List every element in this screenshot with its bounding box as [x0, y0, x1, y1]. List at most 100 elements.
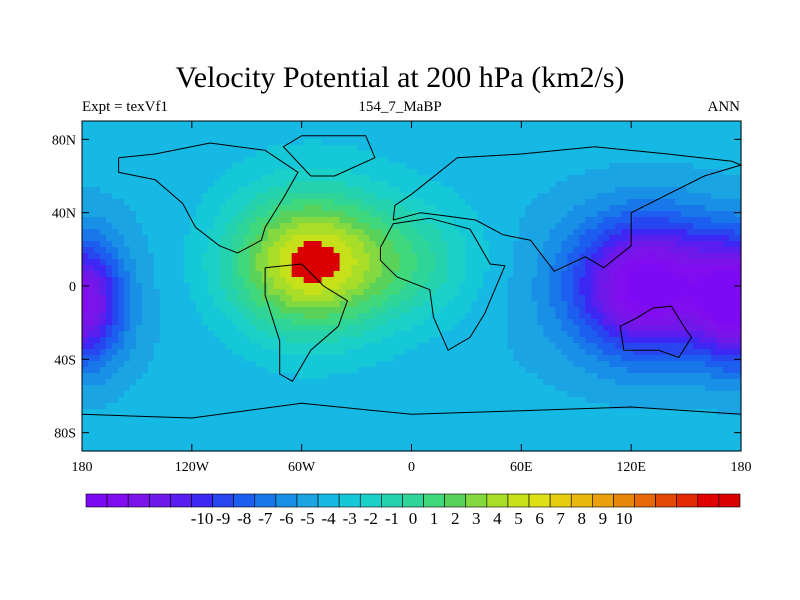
field-cell	[705, 289, 712, 296]
field-cell	[573, 271, 580, 278]
field-cell	[231, 133, 239, 140]
field-cell	[399, 139, 407, 146]
field-cell	[189, 337, 197, 344]
field-cell	[303, 133, 311, 140]
field-cell	[729, 319, 736, 326]
field-cell	[297, 205, 305, 212]
field-cell	[573, 259, 580, 266]
field-cell	[321, 307, 329, 314]
field-cell	[363, 199, 371, 206]
field-cell	[351, 193, 359, 200]
field-cell	[321, 241, 329, 248]
field-cell	[195, 145, 203, 152]
field-cell	[645, 361, 652, 368]
field-cell	[729, 367, 736, 374]
field-cell	[243, 271, 251, 278]
field-cell	[453, 241, 461, 248]
field-cell	[555, 313, 562, 320]
field-cell	[465, 247, 473, 254]
field-cell	[231, 295, 239, 302]
field-cell	[285, 193, 293, 200]
field-cell	[669, 181, 676, 188]
field-cell	[82, 253, 89, 260]
field-cell	[447, 229, 455, 236]
field-cell	[723, 181, 730, 188]
field-cell	[291, 349, 299, 356]
field-cell	[537, 163, 544, 170]
field-cell	[693, 133, 700, 140]
field-cell	[693, 319, 700, 326]
field-cell	[399, 283, 407, 290]
field-cell	[189, 133, 197, 140]
field-cell	[82, 217, 89, 224]
field-cell	[297, 307, 305, 314]
field-cell	[603, 277, 610, 284]
field-cell	[195, 187, 203, 194]
field-cell	[357, 133, 365, 140]
field-cell	[597, 331, 604, 338]
field-cell	[135, 193, 143, 200]
field-cell	[531, 151, 538, 158]
field-cell	[507, 181, 514, 188]
field-cell	[729, 235, 736, 242]
field-cell	[663, 193, 670, 200]
field-cell	[573, 331, 580, 338]
field-cell	[453, 283, 461, 290]
field-cell	[105, 229, 113, 236]
field-cell	[111, 367, 119, 374]
field-cell	[363, 385, 371, 392]
field-cell	[459, 337, 467, 344]
field-cell	[519, 307, 526, 314]
field-cell	[513, 289, 520, 296]
field-cell	[579, 199, 586, 206]
field-cell	[495, 157, 502, 164]
field-cell	[243, 289, 251, 296]
field-cell	[129, 253, 137, 260]
field-cell	[243, 217, 251, 224]
field-cell	[525, 121, 532, 128]
field-cell	[99, 337, 107, 344]
field-cell	[573, 301, 580, 308]
field-cell	[453, 157, 461, 164]
field-cell	[603, 355, 610, 362]
field-cell	[369, 193, 377, 200]
field-cell	[609, 319, 616, 326]
field-cell	[351, 235, 359, 242]
field-cell	[213, 325, 221, 332]
field-cell	[687, 313, 694, 320]
field-cell	[501, 331, 508, 338]
field-cell	[177, 337, 185, 344]
field-cell	[369, 175, 377, 182]
field-cell	[621, 235, 628, 242]
field-cell	[657, 367, 664, 374]
field-cell	[711, 229, 718, 236]
field-cell	[111, 205, 119, 212]
field-cell	[657, 373, 664, 380]
field-cell	[225, 307, 233, 314]
field-cell	[171, 241, 179, 248]
field-cell	[273, 217, 281, 224]
field-cell	[705, 181, 712, 188]
field-cell	[669, 259, 676, 266]
field-cell	[195, 271, 203, 278]
field-cell	[201, 199, 209, 206]
field-cell	[375, 277, 383, 284]
field-cell	[495, 385, 502, 392]
field-cell	[357, 241, 365, 248]
field-cell	[141, 145, 149, 152]
field-cell	[93, 373, 101, 380]
field-cell	[693, 361, 700, 368]
field-cell	[117, 229, 125, 236]
field-cell	[147, 307, 155, 314]
field-cell	[483, 325, 490, 332]
field-cell	[597, 319, 604, 326]
field-cell	[345, 139, 353, 146]
field-cell	[399, 271, 407, 278]
field-cell	[435, 163, 443, 170]
field-cell	[441, 319, 449, 326]
field-cell	[393, 265, 401, 272]
field-cell	[711, 385, 718, 392]
field-cell	[537, 175, 544, 182]
field-cell	[99, 235, 107, 242]
field-cell	[441, 367, 449, 374]
